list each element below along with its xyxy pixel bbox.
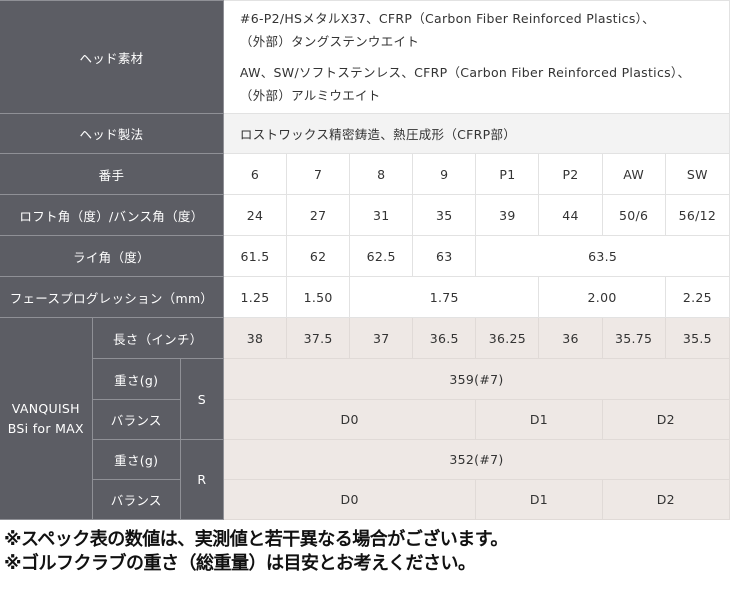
material-line: （外部）アルミウエイト	[239, 88, 381, 103]
number-cell: SW	[664, 153, 730, 195]
loft-cell: 44	[538, 194, 603, 236]
number-cell: AW	[601, 153, 666, 195]
loft-cell: 24	[222, 194, 288, 236]
loft-cell: 39	[475, 194, 540, 236]
row-lie: ライ角（度） 61.5 62 62.5 63 63.5	[0, 235, 730, 277]
loft-cell: 27	[286, 194, 351, 236]
length-cell: 36.5	[412, 317, 477, 359]
length-cell: 38	[222, 317, 288, 359]
number-cell: 8	[349, 153, 414, 195]
face-progression-cell: 1.50	[286, 276, 351, 318]
head-manufacturing-label: ヘッド製法	[0, 113, 224, 154]
material-line: AW、SW/ソフトステンレス、CFRP（Carbon Fiber Reinfor…	[239, 65, 691, 80]
lie-cell: 61.5	[222, 235, 288, 277]
material-line: #6-P2/HSメタルX37、CFRP（Carbon Fiber Reinfor…	[239, 11, 655, 26]
loft-cell: 56/12	[664, 194, 730, 236]
flex-r: R	[180, 439, 224, 520]
lie-cell: 63.5	[475, 235, 730, 277]
lie-cell: 62	[286, 235, 351, 277]
row-loft: ロフト角（度）/バンス角（度） 24 27 31 35 39 44 50/6 5…	[0, 194, 730, 236]
loft-cell: 50/6	[601, 194, 666, 236]
row-weight-r: 重さ(g) R 352(#7)	[0, 439, 730, 520]
spec-table: ヘッド素材 #6-P2/HSメタルX37、CFRP（Carbon Fiber R…	[0, 0, 730, 520]
number-cell: 9	[412, 153, 477, 195]
length-cell: 36.25	[475, 317, 540, 359]
lie-label: ライ角（度）	[0, 235, 224, 277]
number-label: 番手	[0, 153, 224, 195]
face-progression-cell: 1.75	[349, 276, 540, 318]
face-progression-cell: 2.25	[664, 276, 730, 318]
head-material-label: ヘッド素材	[0, 0, 224, 114]
length-cell: 35.75	[601, 317, 666, 359]
row-length: VANQUISH BSi for MAX 長さ（インチ） 38 37.5 37 …	[0, 317, 730, 520]
row-weight-s: 重さ(g) S 359(#7)	[0, 358, 730, 440]
loft-cell: 35	[412, 194, 477, 236]
face-progression-cell: 1.25	[222, 276, 288, 318]
footnote: ※ゴルフクラブの重さ（総重量）は目安とお考えください。	[4, 553, 476, 574]
balance-cell: D0	[222, 399, 477, 440]
loft-cell: 31	[349, 194, 414, 236]
face-progression-cell: 2.00	[538, 276, 666, 318]
weight-label: 重さ(g)	[92, 358, 181, 400]
head-manufacturing-value: ロストワックス精密鋳造、熱圧成形（CFRP部）	[222, 113, 730, 154]
row-balance-r: バランス D0 D1 D2	[0, 479, 730, 520]
face-progression-label: フェースプログレッション（mm）	[0, 276, 224, 318]
length-label: 長さ（インチ）	[92, 317, 224, 359]
row-face-progression: フェースプログレッション（mm） 1.25 1.50 1.75 2.00 2.2…	[0, 276, 730, 318]
row-head-material: ヘッド素材 #6-P2/HSメタルX37、CFRP（Carbon Fiber R…	[0, 0, 730, 114]
row-number: 番手 6 7 8 9 P1 P2 AW SW	[0, 153, 730, 195]
lie-cell: 62.5	[349, 235, 414, 277]
weight-label: 重さ(g)	[92, 439, 181, 480]
length-cell: 37	[349, 317, 414, 359]
length-cell: 35.5	[664, 317, 730, 359]
balance-cell: D0	[222, 479, 477, 520]
length-cell: 36	[538, 317, 603, 359]
lie-cell: 63	[412, 235, 477, 277]
balance-label: バランス	[92, 479, 181, 520]
loft-label: ロフト角（度）/バンス角（度）	[0, 194, 224, 236]
head-material-value: #6-P2/HSメタルX37、CFRP（Carbon Fiber Reinfor…	[222, 0, 730, 114]
balance-cell: D2	[601, 399, 730, 440]
number-cell: 6	[222, 153, 288, 195]
balance-cell: D2	[601, 479, 730, 520]
balance-label: バランス	[92, 399, 181, 440]
balance-cell: D1	[475, 479, 603, 520]
number-cell: 7	[286, 153, 351, 195]
row-head-manufacturing: ヘッド製法 ロストワックス精密鋳造、熱圧成形（CFRP部）	[0, 113, 730, 154]
balance-cell: D1	[475, 399, 603, 440]
footnote: ※スペック表の数値は、実測値と若干異なる場合がございます。	[4, 529, 508, 550]
footnotes: ※スペック表の数値は、実測値と若干異なる場合がございます。 ※ゴルフクラブの重さ…	[0, 520, 730, 576]
number-cell: P2	[538, 153, 603, 195]
weight-value: 352(#7)	[222, 439, 730, 480]
row-balance-s: バランス D0 D1 D2	[0, 399, 730, 440]
length-cell: 37.5	[286, 317, 351, 359]
material-line: （外部）タングステンウエイト	[239, 34, 420, 49]
shaft-name: VANQUISH BSi for MAX	[0, 317, 93, 520]
flex-s: S	[180, 358, 224, 440]
number-cell: P1	[475, 153, 540, 195]
weight-value: 359(#7)	[222, 358, 730, 400]
